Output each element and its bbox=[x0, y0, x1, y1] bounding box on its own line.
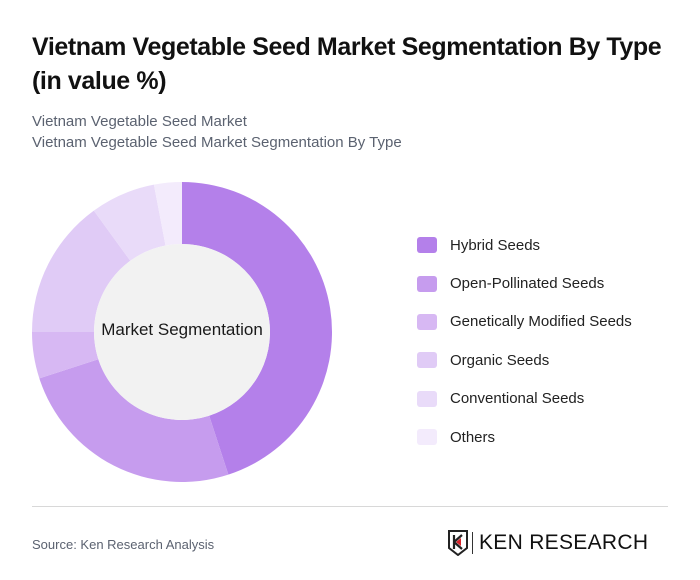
donut-slice-conventional-seeds bbox=[93, 184, 166, 261]
logo-separator bbox=[472, 532, 473, 554]
ken-shield-icon bbox=[448, 530, 468, 556]
donut-slice-organic-seeds bbox=[32, 210, 131, 332]
donut-hole bbox=[94, 244, 270, 420]
logo-text: KEN RESEARCH bbox=[479, 531, 649, 554]
legend-swatch bbox=[417, 352, 437, 369]
legend-swatch bbox=[417, 237, 437, 254]
legend-label: Open-Pollinated Seeds bbox=[450, 275, 605, 293]
donut-slice-others bbox=[153, 182, 182, 246]
ken-research-logo: KEN RESEARCH bbox=[448, 530, 648, 556]
legend-item: Conventional Seeds bbox=[417, 380, 632, 418]
legend-swatch bbox=[417, 390, 437, 407]
legend-item: Genetically Modified Seeds bbox=[417, 303, 632, 341]
legend-label: Organic Seeds bbox=[450, 351, 550, 369]
subtitle-segmentation: Vietnam Vegetable Seed Market Segmentati… bbox=[32, 134, 402, 151]
source-note: Source: Ken Research Analysis bbox=[32, 537, 215, 552]
donut-center-label: Market Segmentation bbox=[101, 320, 263, 339]
chart-title: Vietnam Vegetable Seed Market Segmentati… bbox=[32, 33, 662, 95]
subtitle-market: Vietnam Vegetable Seed Market bbox=[32, 113, 247, 130]
donut-chart bbox=[32, 182, 332, 482]
legend-item: Others bbox=[417, 418, 632, 456]
chart-legend: Hybrid Seeds Open-Pollinated Seeds Genetic… bbox=[417, 226, 632, 456]
donut-slice-genetically-modified-seeds bbox=[32, 332, 99, 379]
donut-slice-hybrid-seeds bbox=[182, 182, 332, 475]
legend-item: Organic Seeds bbox=[417, 341, 632, 379]
legend-label: Conventional Seeds bbox=[450, 390, 585, 408]
legend-swatch bbox=[417, 313, 437, 330]
footer-divider bbox=[32, 506, 668, 507]
legend-item: Open-Pollinated Seeds bbox=[417, 264, 632, 302]
legend-label: Others bbox=[450, 428, 496, 446]
donut-slice-open-pollinated-seeds bbox=[39, 359, 229, 482]
legend-swatch bbox=[417, 275, 437, 292]
legend-swatch bbox=[417, 429, 437, 446]
legend-label: Genetically Modified Seeds bbox=[450, 313, 632, 331]
legend-label: Hybrid Seeds bbox=[450, 236, 541, 254]
legend-item: Hybrid Seeds bbox=[417, 226, 632, 264]
